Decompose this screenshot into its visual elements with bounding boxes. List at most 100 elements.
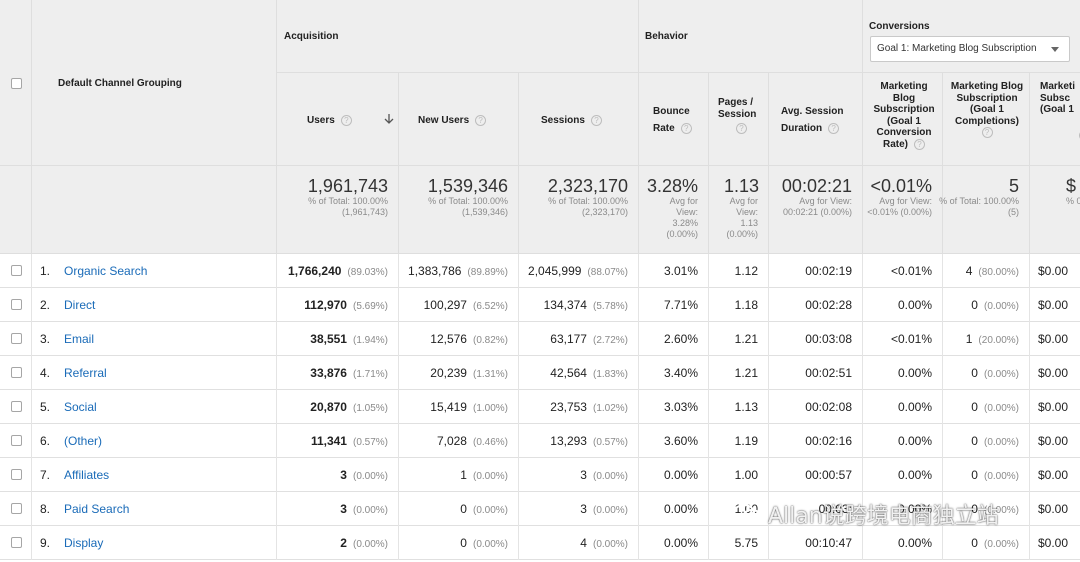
row-checkbox[interactable] — [11, 367, 22, 378]
total-comp-value: 5 — [1008, 176, 1019, 196]
cell-new_users-pct: (6.52%) — [472, 301, 508, 312]
cell-new_users-pct: (0.46%) — [472, 437, 508, 448]
cell-conv: 0.00% — [897, 298, 932, 312]
cell-users: 112,970 — [304, 298, 347, 312]
total-conv-rate: <0.01% Avg for View: <0.01% (0.00%) — [863, 166, 943, 254]
channel-link[interactable]: Direct — [64, 298, 96, 312]
table-row: 1. Organic Search 1,766,240 (89.03%) 1,383,7… — [0, 254, 1080, 288]
cell-sessions-pct: (0.57%) — [592, 437, 628, 448]
channel-link[interactable]: Display — [64, 536, 104, 550]
cell-sessions-pct: (2.72%) — [592, 335, 628, 346]
help-icon[interactable]: ? — [914, 138, 925, 150]
channel-link[interactable]: (Other) — [64, 434, 103, 448]
cell-bounce: 2.60% — [663, 332, 698, 346]
behavior-group: Behavior — [639, 0, 863, 73]
cell-users-pct: (5.69%) — [352, 301, 388, 312]
cell-new_users: 100,297 — [423, 298, 467, 312]
channel-link[interactable]: Email — [64, 332, 95, 346]
watermark-text: Allan说跨境电商独立站 — [768, 504, 999, 529]
help-icon[interactable]: ? — [736, 123, 747, 134]
row-checkbox[interactable] — [11, 401, 22, 412]
cell-bounce: 7.71% — [663, 298, 698, 312]
help-icon[interactable]: ? — [981, 127, 993, 139]
cell-conv: <0.01% — [890, 332, 932, 346]
cell-new_users: 7,028 — [436, 434, 467, 448]
col-value[interactable]: Marketi Subsc (Goal 1 ? — [1030, 73, 1080, 166]
cell-bounce: 3.03% — [663, 400, 698, 414]
total-value: $ % 0.0 — [1030, 166, 1080, 254]
help-icon[interactable]: ? — [828, 122, 840, 134]
col-users[interactable]: Users? — [277, 73, 399, 166]
col-comp-label: Marketing Blog Subscription (Goal 1 Comp… — [950, 81, 1024, 127]
channel-link[interactable]: Paid Search — [64, 502, 130, 516]
total-pages-value: 1.13 — [723, 176, 759, 196]
row-index: 7. — [40, 468, 51, 482]
help-icon[interactable]: ? — [680, 122, 692, 134]
cell-value: $0.00 — [1038, 366, 1069, 380]
channel-link[interactable]: Referral — [64, 366, 107, 380]
total-avg-value: 00:02:21 — [781, 176, 852, 196]
col-sessions[interactable]: Sessions? — [519, 73, 639, 166]
col-new-users[interactable]: New Users? — [399, 73, 519, 166]
cell-pages: 1.13 — [734, 400, 758, 414]
cell-sessions-pct: (1.02%) — [592, 403, 628, 414]
cell-users-pct: (0.00%) — [352, 539, 388, 550]
cell-sessions: 63,177 — [550, 332, 587, 346]
cell-new_users-pct: (0.00%) — [472, 539, 508, 550]
goal-select[interactable]: Goal 1: Marketing Blog Subscription — [870, 36, 1070, 62]
cell-sessions: 3 — [580, 502, 587, 516]
total-pages-sub: Avg for View: 1.13 (0.00%) — [726, 196, 758, 239]
cell-comp-pct: (20.00%) — [978, 335, 1019, 346]
cell-value: $0.00 — [1038, 400, 1069, 414]
dimension-header[interactable]: Default Channel Grouping — [32, 0, 277, 166]
row-checkbox[interactable] — [11, 265, 22, 276]
col-sessions-label: Sessions — [541, 115, 585, 127]
sort-desc-icon[interactable] — [384, 113, 394, 125]
col-completions[interactable]: Marketing Blog Subscription (Goal 1 Comp… — [943, 73, 1030, 166]
row-checkbox[interactable] — [11, 333, 22, 344]
row-checkbox[interactable] — [11, 469, 22, 480]
cell-pages: 1.00 — [734, 468, 758, 482]
help-icon[interactable]: ? — [590, 115, 602, 126]
cell-new_users: 0 — [460, 536, 467, 550]
col-bounce-rate[interactable]: Bounce Rate? — [639, 73, 709, 166]
row-checkbox[interactable] — [11, 435, 22, 446]
cell-new_users: 12,576 — [430, 332, 467, 346]
cell-comp-pct: (0.00%) — [983, 539, 1019, 550]
cell-duration: 00:10:47 — [805, 536, 852, 550]
cell-conv: 0.00% — [897, 468, 932, 482]
channel-link[interactable]: Affiliates — [64, 468, 110, 482]
cell-pages: 1.12 — [734, 264, 758, 278]
cell-conv: 0.00% — [897, 366, 932, 380]
conversions-label: Conversions — [869, 21, 930, 32]
select-all-checkbox[interactable] — [11, 78, 22, 89]
cell-sessions-pct: (5.78%) — [592, 301, 628, 312]
cell-users-pct: (1.05%) — [352, 403, 388, 414]
channel-link[interactable]: Social — [64, 400, 97, 414]
help-icon[interactable]: ? — [340, 115, 352, 126]
help-icon[interactable]: ? — [475, 115, 487, 126]
total-bounce: 3.28% Avg for View: 3.28% (0.00%) — [639, 166, 709, 254]
cell-users-pct: (1.94%) — [352, 335, 388, 346]
dimension-label: Default Channel Grouping — [58, 78, 182, 89]
cell-duration: 00:02:08 — [805, 400, 852, 414]
cell-sessions-pct: (1.83%) — [592, 369, 628, 380]
cell-sessions: 13,293 — [550, 434, 587, 448]
cell-comp-pct: (0.00%) — [983, 403, 1019, 414]
total-users: 1,961,743 % of Total: 100.00% (1,961,743… — [277, 166, 399, 254]
col-conv-rate[interactable]: Marketing Blog Subscription (Goal 1 Conv… — [863, 73, 943, 166]
row-checkbox[interactable] — [11, 503, 22, 514]
cell-new_users-pct: (1.00%) — [472, 403, 508, 414]
total-value-value: $ — [1066, 176, 1077, 196]
select-all-header — [0, 0, 32, 166]
row-checkbox[interactable] — [11, 537, 22, 548]
cell-value: $0.00 — [1038, 264, 1069, 278]
col-pages-session[interactable]: Pages / Session? — [709, 73, 769, 166]
goal-select-value: Goal 1: Marketing Blog Subscription — [877, 43, 1037, 54]
total-users-sub: % of Total: 100.00% (1,961,743) — [308, 196, 388, 217]
cell-comp: 0 — [971, 536, 978, 550]
col-avg-session[interactable]: Avg. Session Duration? — [769, 73, 863, 166]
channel-link[interactable]: Organic Search — [64, 264, 148, 278]
table-row: 5. Social 20,870 (1.05%) 15,419 (1.00%) 23,753… — [0, 390, 1080, 424]
row-checkbox[interactable] — [11, 299, 22, 310]
